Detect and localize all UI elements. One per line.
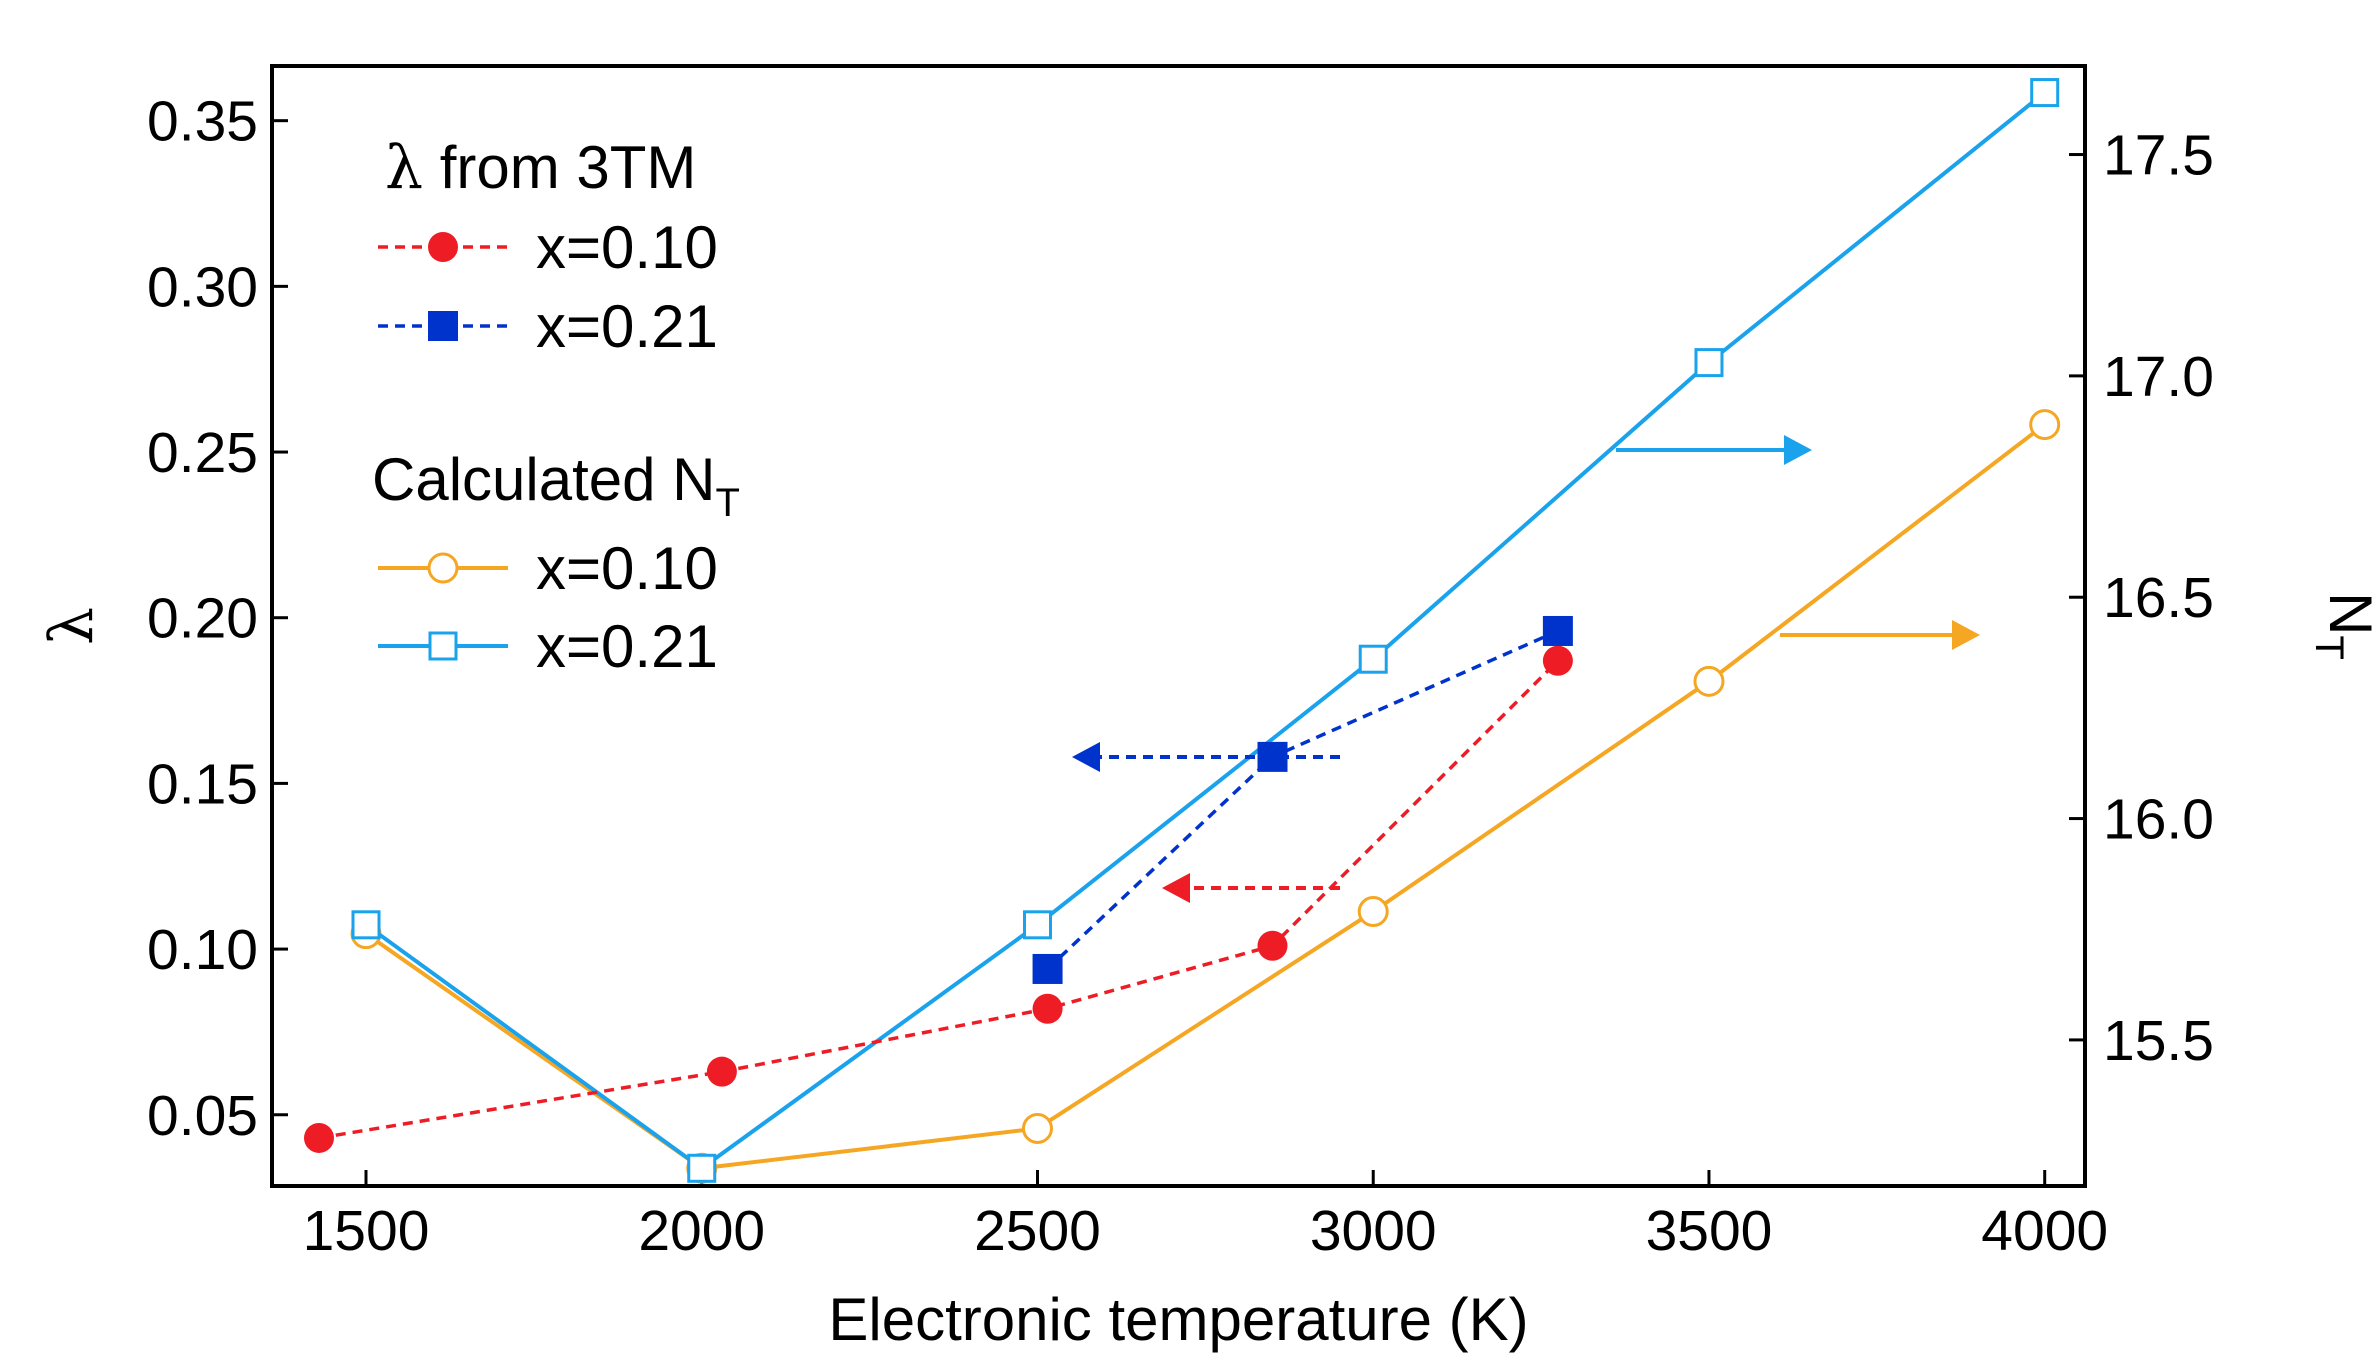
legend-item: x=0.21 — [378, 293, 718, 360]
arrow-left-3tm-x010-head — [1162, 873, 1190, 903]
data-point — [1257, 930, 1288, 961]
x-tick-label: 1500 — [303, 1199, 430, 1263]
data-point — [351, 910, 381, 940]
y-right-tick-label: 16.5 — [2103, 566, 2214, 630]
legend-label: x=0.21 — [536, 293, 718, 360]
legend-group-3tm: x=0.10 x=0.21 — [378, 214, 718, 360]
legend-title-3tm-text: from 3TM — [423, 134, 696, 201]
arrow-right-nt-x021-head — [1784, 435, 1812, 465]
x-tick-label: 2500 — [974, 1199, 1101, 1263]
series-nt-x021 — [351, 78, 2060, 1183]
y-left-tick-label: 0.25 — [147, 421, 258, 485]
series-3tm-x021 — [1032, 615, 1573, 984]
legend-marker — [428, 311, 458, 341]
y-right-axis-title-main: N — [2317, 592, 2376, 635]
x-tick-label: 3000 — [1310, 1199, 1437, 1263]
legend-label: x=0.21 — [536, 613, 718, 680]
data-point — [1358, 644, 1388, 674]
y-left-tick-label: 0.30 — [147, 255, 258, 319]
series-3tm-x010 — [304, 645, 1573, 1153]
legend-item: x=0.10 — [378, 535, 718, 602]
data-point — [1022, 910, 1052, 940]
series-line — [1046, 629, 1559, 971]
arrow-right-nt-x010 — [1780, 620, 1980, 650]
data-point — [304, 1122, 335, 1153]
data-point — [1032, 993, 1063, 1024]
y-left-tick-label: 0.20 — [147, 587, 258, 651]
legend-title-calculated-sub: T — [716, 481, 740, 525]
data-point — [1021, 1112, 1053, 1144]
y-left-tick-label: 0.15 — [147, 752, 258, 816]
legend: λ from 3TM x=0.10 x=0.21 Calculated NT x=… — [372, 133, 740, 680]
series-layer — [304, 78, 2061, 1184]
ticks-layer: 1500 2000 2500 3000 3500 4000 0.05 0.10 0.15 0.20… — [147, 90, 2214, 1263]
legend-item: x=0.10 — [378, 214, 718, 281]
y-right-axis-title-sub: T — [2307, 635, 2351, 659]
y-left-tick-label: 0.35 — [147, 90, 258, 154]
legend-title-calculated: Calculated NT — [372, 446, 740, 525]
x-tick-label: 3500 — [1646, 1199, 1773, 1263]
y-right-tick-label: 17.5 — [2103, 124, 2214, 188]
data-point — [1542, 645, 1573, 676]
data-point — [1693, 665, 1725, 697]
y-left-tick-label: 0.10 — [147, 918, 258, 982]
y-right-tick-label: 15.5 — [2103, 1009, 2214, 1073]
legend-group-calculated: x=0.10 x=0.21 — [378, 535, 718, 680]
data-point — [687, 1153, 717, 1183]
x-tick-label: 4000 — [1981, 1199, 2108, 1263]
legend-label: x=0.10 — [536, 535, 718, 602]
legend-title-3tm-symbol: λ — [385, 133, 423, 203]
data-point — [1032, 953, 1063, 984]
legend-title-3tm: λ from 3TM — [385, 133, 696, 203]
y-right-axis-title: NT — [2307, 592, 2376, 660]
arrow-left-3tm-x021-head — [1072, 742, 1100, 772]
axis-arrows — [1072, 435, 1980, 903]
data-point — [706, 1056, 737, 1087]
series-line — [364, 91, 2046, 1171]
series-nt-x010 — [350, 409, 2061, 1184]
legend-marker — [427, 552, 459, 584]
x-tick-label: 2000 — [638, 1199, 765, 1263]
legend-marker — [428, 631, 458, 661]
legend-marker — [428, 232, 458, 262]
x-axis-title: Electronic temperature (K) — [828, 1286, 1528, 1353]
data-point — [1542, 615, 1573, 646]
plot-frame — [270, 64, 2087, 1188]
y-left-tick-label: 0.05 — [147, 1084, 258, 1148]
y-left-axis-title: λ — [37, 607, 107, 645]
arrow-right-nt-x021 — [1616, 435, 1812, 465]
legend-label: x=0.10 — [536, 214, 718, 281]
data-point — [1357, 896, 1389, 928]
arrow-left-3tm-x010 — [1162, 873, 1340, 903]
arrow-left-3tm-x021 — [1072, 742, 1340, 772]
y-right-tick-label: 17.0 — [2103, 345, 2214, 409]
legend-title-calculated-text: Calculated N — [372, 446, 716, 513]
legend-item: x=0.21 — [378, 613, 718, 680]
y-right-tick-label: 16.0 — [2103, 788, 2214, 852]
data-point — [2030, 78, 2060, 108]
arrow-right-nt-x010-head — [1952, 620, 1980, 650]
data-point — [1694, 348, 1724, 378]
data-point — [2029, 409, 2061, 441]
